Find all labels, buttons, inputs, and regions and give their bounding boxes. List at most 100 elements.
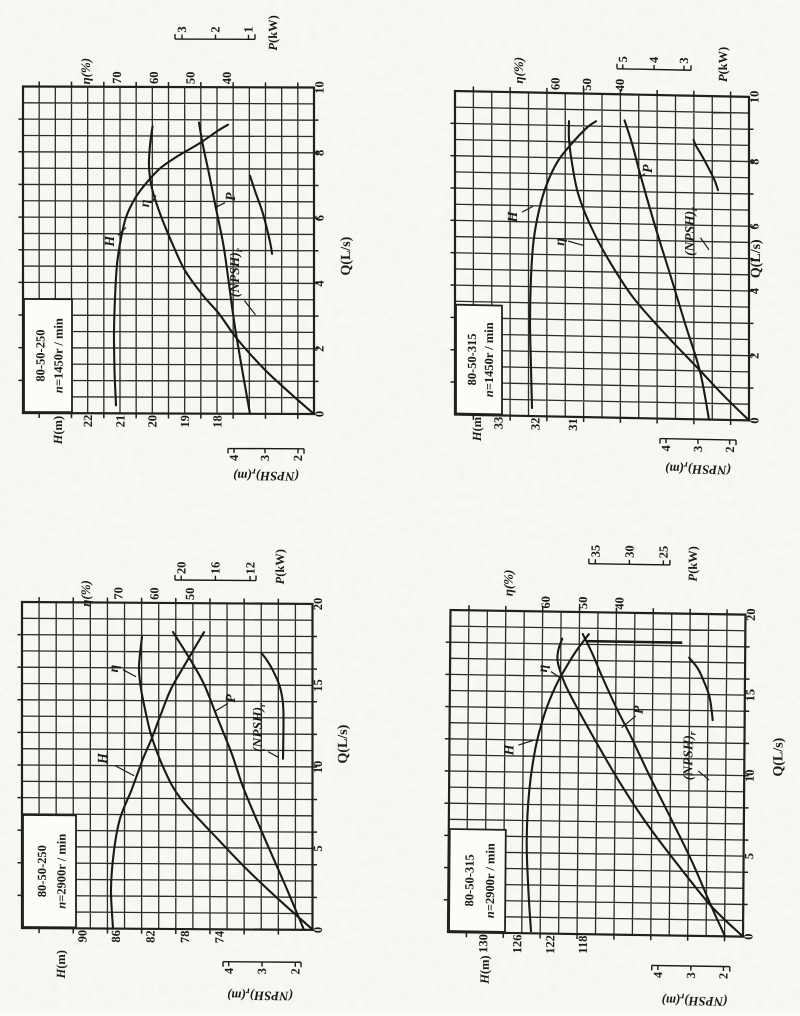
svg-text:(NPSH)r: (NPSH)r: [250, 703, 268, 752]
svg-text:4: 4: [227, 454, 241, 461]
svg-text:0: 0: [313, 411, 327, 417]
svg-text:4: 4: [747, 287, 761, 294]
svg-text:20: 20: [174, 562, 188, 575]
svg-text:Q(L/s): Q(L/s): [336, 724, 351, 763]
svg-text:50: 50: [580, 78, 594, 91]
svg-text:25: 25: [657, 546, 671, 559]
svg-text:126: 126: [510, 934, 524, 953]
svg-text:20: 20: [311, 598, 325, 611]
svg-text:P: P: [224, 192, 239, 201]
svg-text:(NPSH)r: (NPSH)r: [227, 248, 245, 297]
svg-text:80-50-250: 80-50-250: [34, 329, 48, 381]
svg-text:η(%): η(%): [511, 57, 526, 84]
svg-text:78: 78: [178, 931, 192, 944]
svg-text:(NPSH)r: (NPSH)r: [680, 731, 698, 780]
svg-text:60: 60: [147, 71, 161, 84]
svg-text:3: 3: [175, 26, 189, 32]
svg-text:31: 31: [566, 418, 580, 431]
svg-text:20: 20: [146, 415, 160, 428]
svg-text:η(%): η(%): [78, 58, 93, 85]
svg-text:H: H: [506, 210, 521, 223]
svg-text:(NPSH)r(m): (NPSH)r(m): [233, 466, 299, 484]
svg-text:40: 40: [220, 72, 234, 85]
svg-text:50: 50: [183, 588, 197, 601]
svg-text:40: 40: [613, 79, 627, 92]
svg-text:16: 16: [209, 562, 223, 575]
svg-text:20: 20: [744, 608, 758, 621]
svg-text:10: 10: [743, 769, 757, 782]
svg-text:P(kW): P(kW): [686, 546, 700, 582]
svg-text:P: P: [632, 705, 647, 714]
svg-text:2: 2: [209, 26, 223, 32]
svg-text:4: 4: [659, 444, 673, 451]
svg-text:3: 3: [255, 968, 269, 974]
svg-text:P(kW): P(kW): [266, 15, 280, 50]
svg-text:0: 0: [311, 927, 325, 933]
svg-text:8: 8: [747, 158, 761, 165]
svg-text:33: 33: [492, 417, 506, 430]
svg-text:118: 118: [576, 936, 590, 954]
svg-text:(NPSH)r(m): (NPSH)r(m): [665, 459, 731, 478]
svg-text:22: 22: [81, 415, 95, 428]
svg-text:3: 3: [684, 972, 698, 978]
svg-text:P: P: [641, 164, 656, 173]
svg-text:15: 15: [311, 679, 325, 692]
svg-text:2: 2: [291, 455, 305, 461]
svg-text:2: 2: [313, 346, 327, 352]
svg-text:2: 2: [717, 973, 731, 979]
svg-text:n=2900r / min: n=2900r / min: [483, 843, 498, 918]
svg-text:η: η: [138, 199, 153, 207]
svg-text:H: H: [103, 235, 118, 248]
svg-text:2: 2: [723, 446, 737, 453]
svg-text:70: 70: [112, 587, 126, 600]
svg-text:η: η: [107, 664, 122, 672]
svg-text:82: 82: [144, 930, 158, 943]
svg-text:80-50-250: 80-50-250: [35, 845, 49, 897]
svg-text:10: 10: [747, 91, 761, 104]
svg-text:η: η: [553, 238, 568, 246]
svg-text:8: 8: [313, 150, 327, 156]
svg-text:60: 60: [147, 587, 161, 600]
svg-text:(NPSH)r: (NPSH)r: [682, 207, 700, 256]
svg-text:η(%): η(%): [501, 569, 516, 596]
svg-text:(NPSH)r(m): (NPSH)r(m): [661, 990, 727, 1009]
svg-text:4: 4: [313, 280, 327, 287]
svg-text:Q(L/s): Q(L/s): [771, 737, 786, 776]
svg-text:80-50-315: 80-50-315: [462, 854, 476, 906]
svg-text:10: 10: [311, 761, 325, 774]
svg-text:30: 30: [623, 545, 637, 558]
svg-text:21: 21: [113, 415, 127, 428]
svg-text:50: 50: [576, 596, 590, 609]
svg-text:50: 50: [183, 72, 197, 85]
svg-text:3: 3: [258, 455, 272, 461]
svg-text:0: 0: [741, 933, 755, 939]
svg-text:4: 4: [651, 971, 665, 978]
svg-text:2: 2: [289, 968, 303, 974]
svg-text:5: 5: [616, 56, 630, 63]
svg-text:Q(L/s): Q(L/s): [339, 236, 354, 275]
svg-text:n=2900r / min: n=2900r / min: [54, 834, 68, 909]
svg-text:5: 5: [742, 853, 756, 859]
svg-text:H(m): H(m): [54, 950, 68, 980]
svg-text:H: H: [502, 743, 517, 756]
svg-text:3: 3: [691, 446, 705, 453]
svg-text:90: 90: [76, 930, 90, 943]
svg-text:η(%): η(%): [78, 580, 93, 607]
svg-text:60: 60: [539, 596, 553, 609]
svg-text:0: 0: [747, 417, 761, 424]
svg-text:3: 3: [677, 57, 691, 64]
svg-text:2: 2: [747, 353, 761, 360]
svg-text:P(kW): P(kW): [273, 549, 287, 585]
svg-text:(NPSH)r(m): (NPSH)r(m): [227, 985, 293, 1003]
svg-text:H(m): H(m): [51, 416, 65, 446]
svg-text:H: H: [96, 752, 111, 765]
svg-text:4: 4: [222, 967, 236, 974]
svg-text:6: 6: [313, 215, 327, 221]
svg-text:70: 70: [110, 71, 124, 84]
svg-text:130: 130: [476, 934, 490, 953]
svg-text:Q(L/s): Q(L/s): [749, 239, 764, 278]
svg-text:H(m): H(m): [478, 955, 492, 985]
svg-text:n=1450r / min: n=1450r / min: [51, 318, 65, 393]
svg-text:32: 32: [529, 417, 543, 430]
svg-text:η: η: [536, 664, 551, 672]
